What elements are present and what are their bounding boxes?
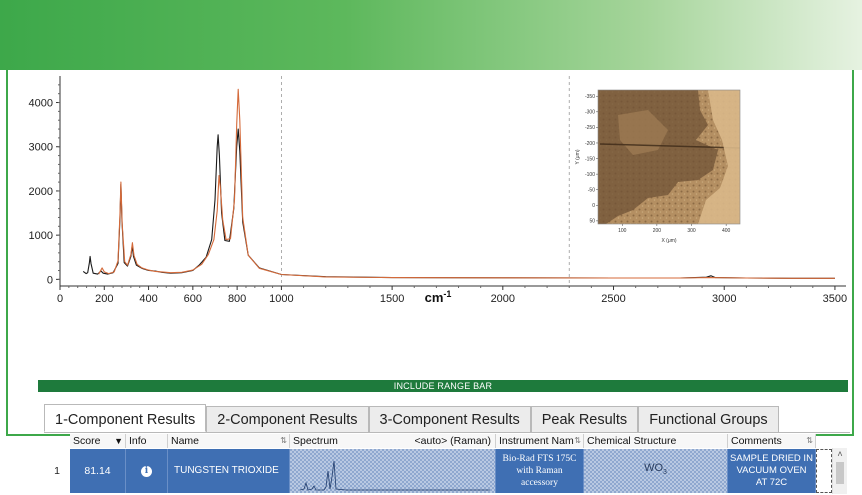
tab-1-component-results[interactable]: 1-Component Results bbox=[44, 404, 207, 432]
app-frame: 0 200 400 600 800 1000 1500 2000 2500 3000 3500 0 10… bbox=[6, 70, 854, 494]
y-tick-label: 0 bbox=[47, 274, 53, 286]
info-icon[interactable]: i bbox=[141, 465, 152, 477]
tab-functional-groups[interactable]: Functional Groups bbox=[638, 406, 779, 432]
axes: 0 200 400 600 800 1000 1500 2000 2500 3000 3500010… bbox=[29, 76, 847, 305]
spectrum-plot[interactable]: 0 200 400 600 800 1000 1500 2000 2500 3000 3500010… bbox=[8, 70, 852, 310]
header-banner bbox=[0, 0, 862, 70]
column-header-score[interactable]: Score ▼ bbox=[70, 434, 126, 448]
x-tick-label: 3000 bbox=[712, 293, 736, 305]
sort-desc-icon[interactable]: ▼ bbox=[114, 436, 123, 446]
inset-y-tick-label: -250 bbox=[585, 125, 595, 131]
inset-y-tick-label: 0 bbox=[592, 203, 595, 209]
column-header-comments[interactable]: Comments ⇅ bbox=[728, 434, 816, 448]
x-tick-label: 600 bbox=[184, 293, 202, 305]
structure-formula: WO3 bbox=[644, 462, 667, 477]
x-tick-label: 2500 bbox=[601, 293, 625, 305]
row-name[interactable]: TUNGSTEN TRIOXIDE bbox=[168, 449, 290, 493]
scroll-thumb[interactable] bbox=[836, 462, 844, 484]
inset-y-tick-label: -200 bbox=[585, 141, 595, 147]
inset-y-tick-label: -150 bbox=[585, 156, 595, 162]
sort-icon[interactable]: ⇅ bbox=[280, 436, 287, 445]
x-tick-label: 0 bbox=[57, 293, 63, 305]
row-spectrum-thumbnail[interactable] bbox=[290, 449, 496, 493]
grid-scrollbar[interactable]: ˄ bbox=[832, 448, 847, 494]
y-tick-label: 3000 bbox=[29, 142, 53, 154]
row-info[interactable]: i bbox=[126, 449, 168, 493]
inset-x-tick-label: 300 bbox=[687, 228, 696, 234]
inset-y-tick-label: -100 bbox=[585, 172, 595, 178]
row-extra-cell[interactable] bbox=[816, 449, 832, 493]
x-tick-label: 2000 bbox=[491, 293, 515, 305]
inset-y-label: Y (μm) bbox=[575, 149, 581, 164]
spectrum-thumbnail-icon bbox=[299, 460, 490, 491]
x-tick-label: 1500 bbox=[380, 293, 404, 305]
inset-x-label: X (μm) bbox=[661, 238, 676, 244]
x-tick-label: 200 bbox=[95, 293, 113, 305]
results-tabs: 1-Component Results 2-Component Results … bbox=[44, 404, 779, 432]
row-score[interactable]: 81.14 bbox=[70, 449, 126, 493]
tab-3-component-results[interactable]: 3-Component Results bbox=[368, 406, 531, 432]
inset-x-tick-label: 400 bbox=[722, 228, 731, 234]
spectrum-mode-label[interactable]: <auto> (Raman) bbox=[414, 435, 491, 447]
column-header-info[interactable]: Info bbox=[126, 434, 168, 448]
x-tick-label: 1000 bbox=[269, 293, 293, 305]
x-tick-label: 800 bbox=[228, 293, 246, 305]
inset-micrograph: 100 200 300 400 -350 -300 -250 -200 -150 -100 -50 0… bbox=[575, 89, 741, 244]
column-header-name[interactable]: Name ⇅ bbox=[168, 434, 290, 448]
inset-y-tick-label: -300 bbox=[585, 110, 595, 116]
series-layer bbox=[82, 88, 835, 279]
inset-x-tick-label: 200 bbox=[653, 228, 662, 234]
row-chemical-structure[interactable]: WO3 bbox=[584, 449, 728, 493]
inset-axes: 100 200 300 400 -350 -300 -250 -200 -150 -100 -50 0… bbox=[585, 94, 731, 234]
column-header-structure[interactable]: Chemical Structure bbox=[584, 434, 728, 448]
row-instrument[interactable]: Bio-Rad FTS 175C with Raman accessory bbox=[496, 449, 584, 493]
x-tick-label: 3500 bbox=[823, 293, 847, 305]
column-header-instrument[interactable]: Instrument Nam ⇅ bbox=[496, 434, 584, 448]
scroll-up-icon[interactable]: ˄ bbox=[837, 449, 843, 459]
x-axis-label: cm-1 bbox=[425, 289, 452, 305]
row-number: 1 bbox=[54, 465, 60, 477]
tab-2-component-results[interactable]: 2-Component Results bbox=[206, 406, 369, 432]
results-grid: Score ▼ Info Name ⇅ Spectrum <auto> (Raman)… bbox=[44, 432, 850, 495]
sort-icon[interactable]: ⇅ bbox=[806, 436, 813, 445]
x-tick-label: 400 bbox=[139, 293, 157, 305]
y-tick-label: 1000 bbox=[29, 230, 53, 242]
y-tick-label: 4000 bbox=[29, 98, 53, 110]
inset-y-tick-label: -50 bbox=[588, 188, 595, 194]
column-header-spectrum[interactable]: Spectrum <auto> (Raman) bbox=[290, 434, 496, 448]
inset-y-tick-label: 50 bbox=[589, 219, 595, 225]
tab-peak-results[interactable]: Peak Results bbox=[530, 406, 639, 432]
inset-x-tick-label: 100 bbox=[618, 228, 627, 234]
row-comments[interactable]: SAMPLE DRIED IN VACUUM OVEN AT 72C bbox=[728, 449, 816, 493]
include-range-bar[interactable]: INCLUDE RANGE BAR bbox=[38, 380, 848, 392]
sort-icon[interactable]: ⇅ bbox=[574, 436, 581, 445]
marker-lines bbox=[281, 76, 570, 286]
spectrum-series-2 bbox=[98, 88, 835, 279]
inset-y-tick-label: -350 bbox=[585, 94, 595, 100]
y-tick-label: 2000 bbox=[29, 186, 53, 198]
